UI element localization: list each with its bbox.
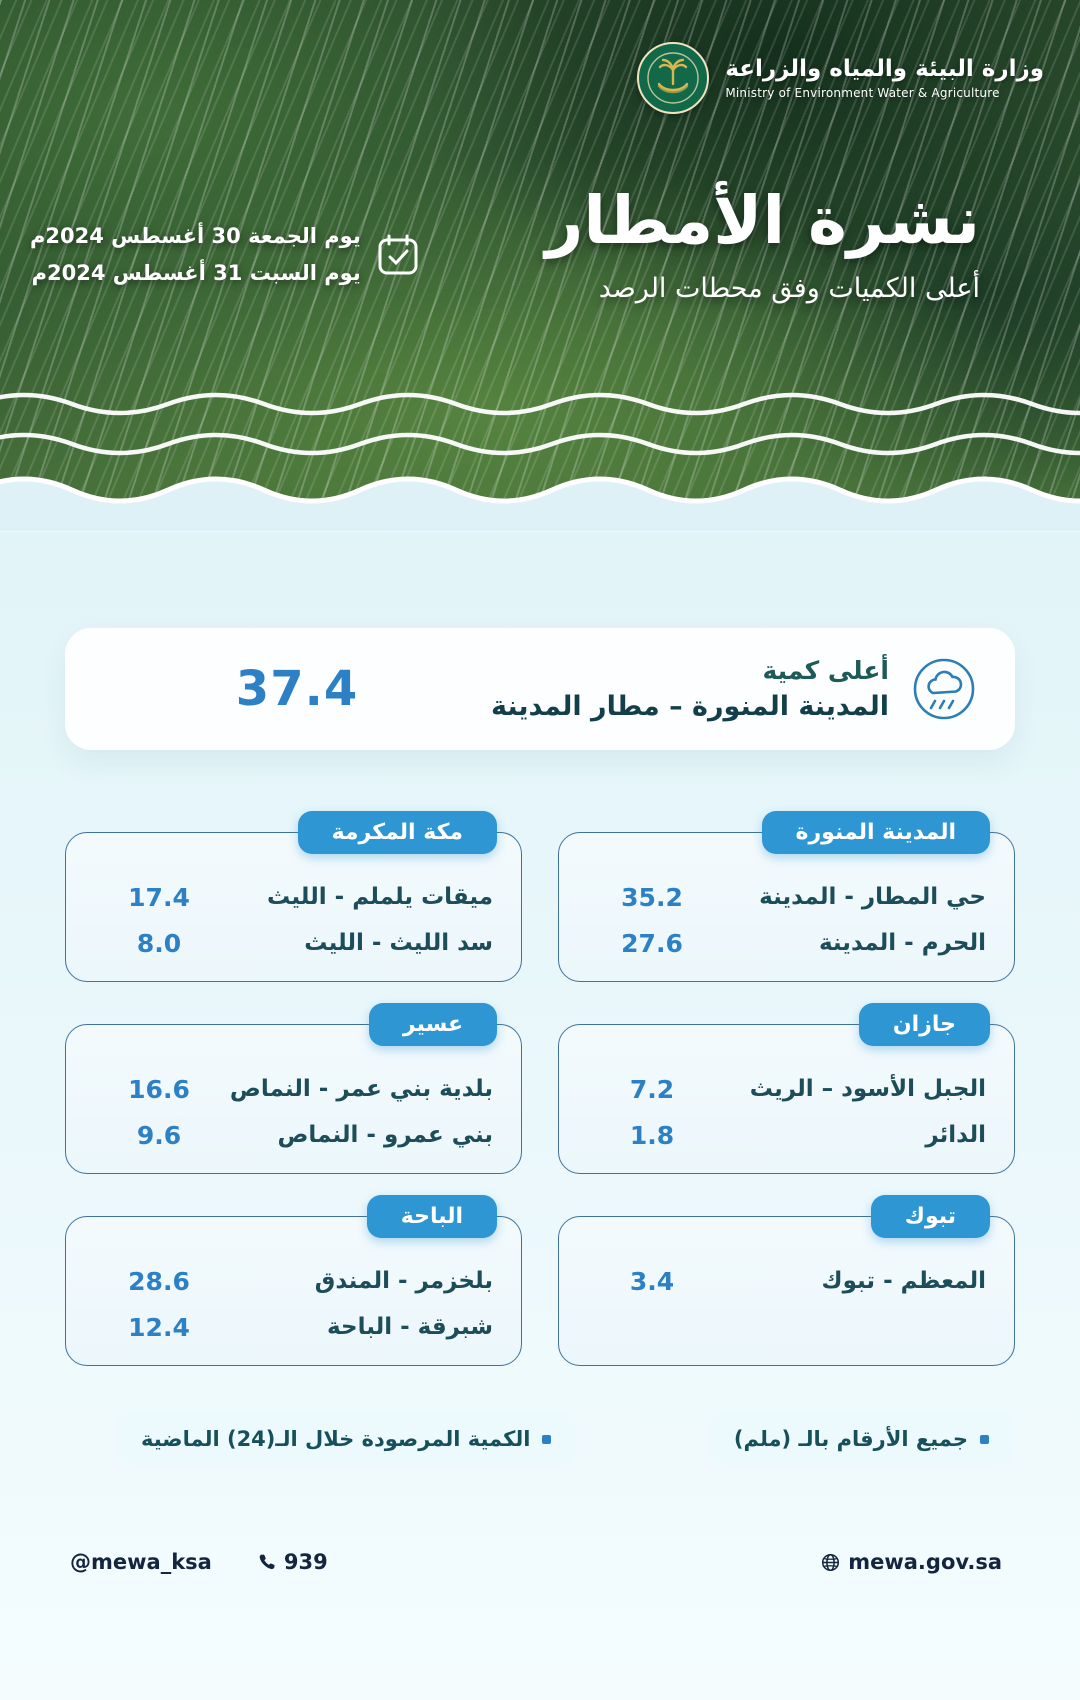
note-units: جميع الأرقام بالـ (ملم): [707, 1412, 1015, 1466]
highest-amount-card: أعلى كمية المدينة المنورة – مطار المدينة…: [65, 628, 1015, 750]
note-units-text: جميع الأرقام بالـ (ملم): [733, 1427, 968, 1451]
station-value: 28.6: [128, 1266, 190, 1296]
highest-amount-text: أعلى كمية المدينة المنورة – مطار المدينة: [491, 656, 889, 722]
website-url: mewa.gov.sa: [848, 1550, 1002, 1574]
station-value: 3.4: [629, 1266, 675, 1296]
date-badge: يوم الجمعة 30 أغسطس 2024م يوم السبت 31 أ…: [30, 218, 421, 292]
date-line-1: يوم الجمعة 30 أغسطس 2024م: [30, 224, 361, 248]
region-name-badge: المدينة المنورة: [761, 811, 990, 854]
station-row: بلخزمر - المندق 28.6: [66, 1261, 521, 1301]
square-bullet-icon: [542, 1434, 552, 1444]
ministry-name-arabic: وزارة البيئة والمياه والزراعة: [725, 56, 1044, 82]
ministry-name: وزارة البيئة والمياه والزراعة Ministry o…: [725, 56, 1044, 100]
contact-left-group: @mewa_ksa 939: [70, 1550, 328, 1574]
twitter-handle[interactable]: @mewa_ksa: [70, 1550, 212, 1574]
highest-amount-station: المدينة المنورة – مطار المدينة: [491, 691, 889, 722]
station-name: بلخزمر - المندق: [314, 1268, 493, 1294]
station-name: المعظم - تبوك: [821, 1268, 986, 1294]
region-card-jazan: جازان الجبل الأسود – الريث 7.2 الدائر 1.…: [558, 1003, 1015, 1174]
station-value: 8.0: [136, 928, 182, 958]
region-name-badge: عسير: [368, 1003, 497, 1046]
station-row: الجبل الأسود – الريث 7.2: [559, 1069, 1014, 1109]
title-block: نشرة الأمطار أعلى الكميات وفق محطات الرص…: [545, 180, 980, 304]
phone-contact[interactable]: 939: [258, 1550, 328, 1574]
palm-swords-icon: [647, 52, 700, 104]
station-name: الحرم - المدينة: [818, 930, 986, 956]
station-row: شبرقة - الباحة 12.4: [66, 1307, 521, 1347]
footnotes: جميع الأرقام بالـ (ملم) الكمية المرصودة …: [65, 1412, 1015, 1466]
station-row: حي المطار - المدينة 35.2: [559, 877, 1014, 917]
date-line-2: يوم السبت 31 أغسطس 2024م: [31, 260, 361, 285]
wave-separator: [0, 392, 1080, 532]
station-name: الدائر: [925, 1122, 986, 1148]
station-value: 17.4: [128, 882, 190, 912]
station-name: ميقات يلملم - الليث: [266, 884, 493, 910]
station-row: سد الليث - الليث 8.0: [66, 923, 521, 963]
phone-number: 939: [283, 1550, 328, 1574]
station-name: حي المطار - المدينة: [759, 884, 986, 910]
cloud-rain-icon: [911, 656, 977, 722]
station-name: بلدية بني عمر - النماص: [229, 1076, 493, 1102]
station-row: الحرم - المدينة 27.6: [559, 923, 1014, 963]
station-name: شبرقة - الباحة: [327, 1314, 493, 1340]
region-name-badge: تبوك: [870, 1195, 990, 1238]
region-card-makkah: مكة المكرمة ميقات يلملم - الليث 17.4 سد …: [65, 811, 522, 982]
contact-bar: @mewa_ksa 939: [70, 1550, 1002, 1574]
station-row: بني عمرو - النماص 9.6: [66, 1115, 521, 1155]
calendar-check-icon: [378, 234, 418, 275]
station-value: 12.4: [128, 1312, 190, 1342]
region-name-badge: جازان: [858, 1003, 990, 1046]
region-card-tabuk: تبوك المعظم - تبوك 3.4: [558, 1195, 1015, 1366]
station-value: 1.8: [629, 1120, 675, 1150]
station-row: المعظم - تبوك 3.4: [559, 1261, 1014, 1301]
station-value: 7.2: [629, 1074, 675, 1104]
globe-icon: [822, 1553, 840, 1571]
station-name: الجبل الأسود – الريث: [749, 1076, 986, 1102]
hero-rain-photo: وزارة البيئة والمياه والزراعة Ministry o…: [0, 0, 1080, 532]
phone-icon: [259, 1554, 275, 1570]
highest-amount-label: أعلى كمية: [762, 656, 889, 685]
page-subtitle: أعلى الكميات وفق محطات الرصد: [598, 272, 980, 304]
region-card-asir: عسير بلدية بني عمر - النماص 16.6 بني عمر…: [65, 1003, 522, 1174]
square-bullet-icon: [980, 1434, 989, 1444]
station-row: بلدية بني عمر - النماص 16.6: [66, 1069, 521, 1109]
date-text: يوم الجمعة 30 أغسطس 2024م يوم السبت 31 أ…: [30, 218, 361, 292]
region-name-badge: مكة المكرمة: [297, 811, 497, 854]
note-period-text: الكمية المرصودة خلال الـ(24) الماضية: [141, 1427, 531, 1451]
region-card-baha: الباحة بلخزمر - المندق 28.6 شبرقة - البا…: [65, 1195, 522, 1366]
station-value: 35.2: [621, 882, 683, 912]
note-period: الكمية المرصودة خلال الـ(24) الماضية: [115, 1412, 578, 1466]
ministry-name-english: Ministry of Environment Water & Agricult…: [725, 86, 1000, 100]
website-link[interactable]: mewa.gov.sa: [821, 1550, 1002, 1574]
station-name: سد الليث - الليث: [304, 930, 493, 956]
region-name-badge: الباحة: [366, 1195, 497, 1238]
ministry-emblem: [637, 42, 710, 114]
regions-grid: المدينة المنورة حي المطار - المدينة 35.2…: [65, 750, 1015, 1366]
content-area: أعلى كمية المدينة المنورة – مطار المدينة…: [0, 532, 1080, 1574]
station-name: بني عمرو - النماص: [277, 1122, 493, 1148]
highest-amount-value: 37.4: [235, 661, 359, 717]
station-value: 9.6: [136, 1120, 182, 1150]
station-value: 27.6: [621, 928, 683, 958]
station-value: 16.6: [128, 1074, 190, 1104]
station-row: الدائر 1.8: [559, 1115, 1014, 1155]
region-card-madinah: المدينة المنورة حي المطار - المدينة 35.2…: [558, 811, 1015, 982]
station-row: ميقات يلملم - الليث 17.4: [66, 877, 521, 917]
ministry-brand: وزارة البيئة والمياه والزراعة Ministry o…: [637, 42, 1044, 114]
page-title: نشرة الأمطار: [545, 182, 980, 259]
